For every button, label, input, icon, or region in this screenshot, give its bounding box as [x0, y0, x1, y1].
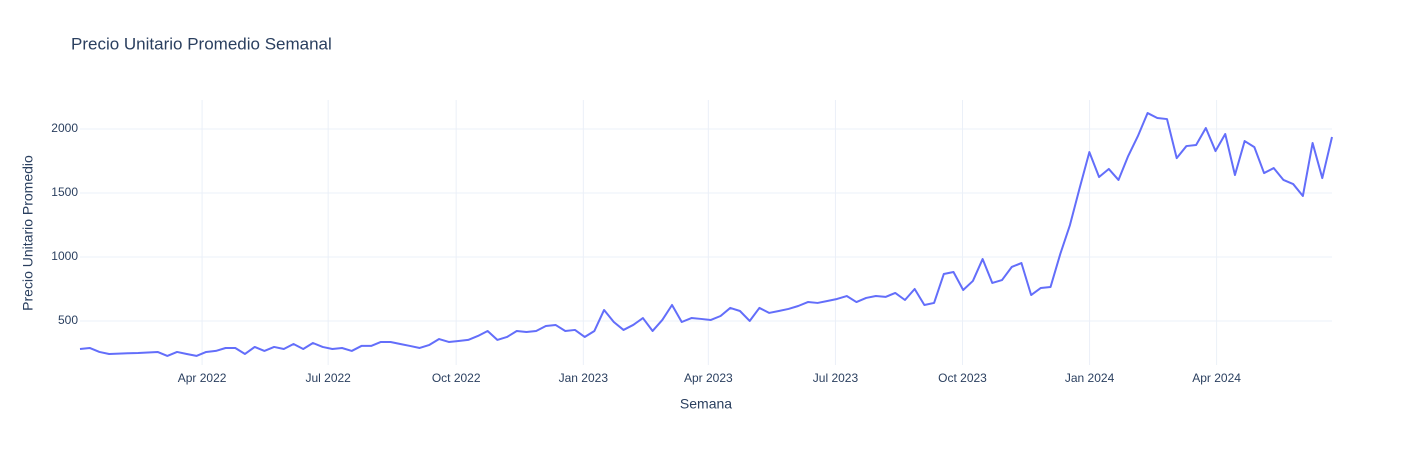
x-tick-label: Apr 2023	[684, 371, 733, 385]
y-tick-label: 500	[58, 313, 78, 327]
y-tick-label: 1000	[51, 249, 78, 263]
y-tick-label: 1500	[51, 185, 78, 199]
y-axis-label: Precio Unitario Promedio	[20, 155, 36, 311]
x-tick-label: Jul 2022	[305, 371, 351, 385]
x-tick-label: Jan 2024	[1065, 371, 1115, 385]
x-axis-label: Semana	[680, 396, 732, 412]
line	[79, 112, 1333, 357]
x-tick-label: Apr 2022	[178, 371, 227, 385]
x-tick-label: Oct 2022	[432, 371, 481, 385]
x-tick-label: Oct 2023	[938, 371, 987, 385]
y-tick-label: 2000	[51, 121, 78, 135]
x-tick-label: Apr 2024	[1192, 371, 1241, 385]
x-tick-label: Jul 2023	[813, 371, 859, 385]
x-tick-label: Jan 2023	[559, 371, 609, 385]
chart-title: Precio Unitario Promedio Semanal	[71, 34, 332, 53]
